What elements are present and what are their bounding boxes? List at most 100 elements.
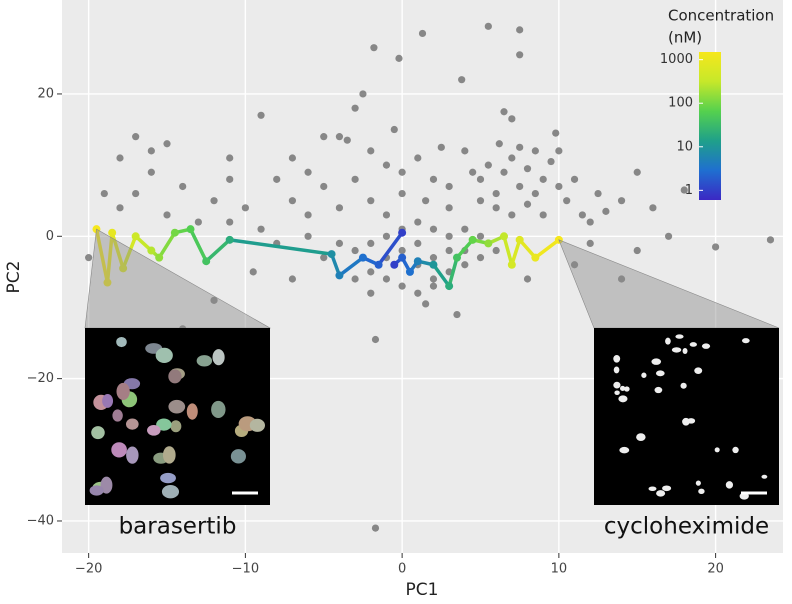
background-point xyxy=(458,76,466,84)
background-point xyxy=(523,200,532,208)
trajectory-point xyxy=(374,260,383,269)
cell xyxy=(613,354,621,363)
background-point xyxy=(453,310,461,319)
trajectory-point xyxy=(515,235,524,244)
background-point xyxy=(617,275,626,283)
cell xyxy=(155,347,173,364)
background-point xyxy=(476,254,485,262)
background-point xyxy=(116,154,124,162)
trajectory-segment xyxy=(510,238,522,267)
cell xyxy=(689,342,697,347)
trajectory-point xyxy=(445,282,454,291)
cell xyxy=(655,370,665,377)
cell xyxy=(725,481,734,489)
trajectory-point xyxy=(108,228,117,237)
trajectory-point xyxy=(468,235,477,244)
cell xyxy=(648,486,657,492)
cell xyxy=(160,472,176,484)
trajectory-point xyxy=(405,267,414,276)
background-point xyxy=(594,189,602,198)
background-point xyxy=(508,115,516,123)
background-point xyxy=(371,524,380,532)
cell xyxy=(613,381,621,389)
cell xyxy=(126,446,139,464)
background-point xyxy=(367,239,375,248)
background-point xyxy=(523,275,532,283)
cell xyxy=(212,349,225,366)
background-point xyxy=(766,236,775,244)
background-point xyxy=(304,168,312,176)
background-point xyxy=(414,289,422,297)
cell xyxy=(89,485,104,496)
cell xyxy=(619,385,626,391)
background-point xyxy=(476,175,485,183)
trajectory-point xyxy=(429,260,438,269)
trajectory-point xyxy=(131,232,140,241)
background-point xyxy=(367,289,375,297)
cell xyxy=(761,474,768,479)
trajectory-point xyxy=(327,250,336,259)
background-point xyxy=(351,246,359,255)
trajectory-segment xyxy=(533,238,561,260)
trajectory-point xyxy=(335,271,344,280)
background-point xyxy=(179,182,187,191)
background-point xyxy=(320,182,328,191)
background-point xyxy=(194,218,202,226)
trajectory-point xyxy=(186,225,195,234)
trajectory-point xyxy=(147,246,156,255)
colorbar-tick-label: 10 xyxy=(676,139,693,154)
cell xyxy=(665,337,671,345)
cell xyxy=(112,409,123,422)
background-point xyxy=(539,211,547,219)
background-point xyxy=(359,90,367,98)
background-point xyxy=(147,168,155,176)
background-point xyxy=(516,26,524,34)
background-point xyxy=(712,243,720,251)
background-point xyxy=(226,218,234,226)
cell xyxy=(186,403,198,420)
cell xyxy=(671,347,682,353)
trajectory-segment xyxy=(157,230,177,260)
background-point xyxy=(226,175,234,183)
x-tick-label: −20 xyxy=(75,562,102,577)
trajectory-point xyxy=(119,264,128,273)
background-point xyxy=(390,125,398,134)
colorbar-title: (nM) xyxy=(668,29,702,47)
background-point xyxy=(429,225,438,233)
background-point xyxy=(382,232,391,240)
trajectory-point xyxy=(413,257,422,266)
background-point xyxy=(351,275,359,283)
background-point xyxy=(508,154,516,162)
background-point xyxy=(351,175,359,183)
background-point xyxy=(680,186,688,194)
cell xyxy=(161,485,180,499)
background-point xyxy=(570,261,579,269)
background-point xyxy=(461,225,469,233)
trajectory-point xyxy=(170,228,179,237)
cell xyxy=(624,386,630,392)
cell xyxy=(168,399,186,414)
background-point xyxy=(523,165,532,173)
background-point xyxy=(257,225,265,233)
background-point xyxy=(578,211,586,219)
x-tick-label: −10 xyxy=(232,562,259,577)
cell xyxy=(698,488,705,495)
background-point xyxy=(445,182,453,191)
background-point xyxy=(398,168,406,176)
background-point xyxy=(516,51,524,59)
background-point xyxy=(555,147,563,155)
trajectory-point xyxy=(398,228,407,237)
colorbar-tick-label: 100 xyxy=(668,96,693,111)
background-point xyxy=(649,204,657,212)
cell xyxy=(116,336,127,348)
inset-image xyxy=(594,328,779,505)
background-point xyxy=(531,147,539,155)
background-point xyxy=(288,154,297,162)
cell xyxy=(680,382,687,389)
background-point xyxy=(395,54,403,62)
background-point xyxy=(586,239,594,248)
x-tick-label: 20 xyxy=(707,562,724,577)
cell xyxy=(654,386,663,394)
background-point xyxy=(500,168,508,176)
